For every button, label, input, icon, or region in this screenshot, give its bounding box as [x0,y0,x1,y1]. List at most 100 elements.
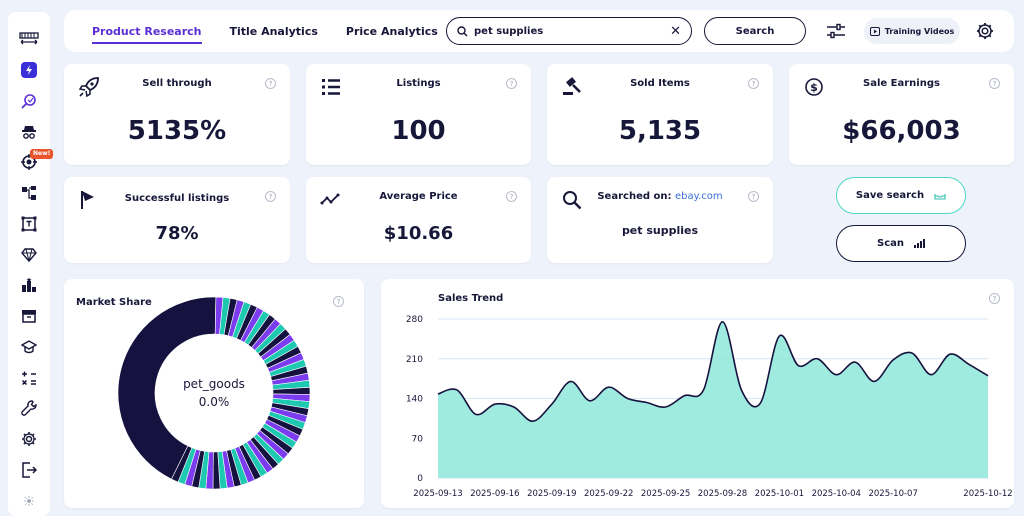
tab-price-analytics[interactable]: Price Analytics [345,24,438,38]
data-point[interactable] [830,369,842,381]
save-search-label: Save search [855,190,925,201]
competitor-spy-icon[interactable] [8,116,50,147]
archive-icon[interactable] [8,301,50,332]
search-input[interactable] [474,25,664,37]
data-point[interactable] [773,330,785,342]
leaderboard-icon[interactable] [8,270,50,301]
diamond-icon[interactable] [8,239,50,270]
logout-icon[interactable] [8,455,50,486]
title-builder-icon[interactable] [8,209,50,240]
searched-on-site-link[interactable]: ebay.com [674,191,723,202]
data-point[interactable] [641,396,653,408]
data-point[interactable] [754,397,766,409]
info-icon[interactable]: ? [506,191,517,202]
x-tick-label: 2025-10-04 [812,489,861,499]
play-video-icon [869,26,880,36]
data-point[interactable] [906,347,918,359]
data-point[interactable] [451,384,463,396]
save-search-button[interactable]: Save search [836,177,966,214]
data-point[interactable] [508,401,520,413]
target-icon[interactable]: New! [8,147,54,178]
info-icon[interactable]: ? [333,296,344,307]
donut-slice[interactable] [171,445,193,483]
data-point[interactable] [849,356,861,368]
info-icon[interactable]: ? [748,191,759,202]
info-icon[interactable]: ? [506,78,517,89]
data-point[interactable] [868,375,880,387]
search-button[interactable]: Search [704,17,806,45]
data-point[interactable] [963,358,975,370]
data-point[interactable] [811,353,823,365]
academy-cap-icon[interactable] [8,332,50,363]
settings-icon[interactable] [976,22,994,40]
category-tree-icon[interactable] [8,178,50,209]
y-tick-label: 70 [412,434,424,444]
gavel-icon [563,77,581,95]
data-point[interactable] [660,401,672,413]
data-point[interactable] [944,348,956,360]
listings-value: 100 [391,116,446,146]
donut-center-name: pet_goods [183,377,245,391]
x-tick-label: 2025-10-07 [868,489,917,499]
searched-on-query: pet supplies [621,224,699,237]
calculator-icon[interactable] [8,362,50,393]
x-tick-label: 2025-10-01 [755,489,804,499]
filter-sliders-icon[interactable] [826,23,846,39]
successful-listings-value: 78% [155,223,199,244]
data-point[interactable] [603,381,615,393]
magnifier-icon [563,191,582,210]
average-price-value: $10.66 [383,223,454,244]
tab-title-analytics[interactable]: Title Analytics [229,24,318,38]
donut-slice-major[interactable] [117,296,217,480]
searched-on-label: Searched on: [597,191,672,202]
average-price-card: Average Price ? $10.66 [306,177,531,263]
settings-gear-icon[interactable] [8,424,50,455]
data-point[interactable] [887,354,899,366]
training-videos-button[interactable]: Training Videos [864,18,960,44]
sold-items-value: 5,135 [618,116,702,146]
trend-line-icon [320,193,340,205]
theme-sun-icon[interactable] [8,485,50,516]
data-point[interactable] [982,370,994,382]
data-point[interactable] [622,393,634,405]
info-icon[interactable]: ? [748,78,759,89]
data-point[interactable] [432,388,444,400]
tab-product-research[interactable]: Product Research [78,10,216,52]
collapse-sidebar-icon[interactable] [8,24,50,55]
inbox-download-icon [934,194,946,200]
clear-search-icon[interactable]: ✕ [670,23,681,39]
data-point[interactable] [470,408,482,420]
data-point[interactable] [527,415,539,427]
signal-bars-icon [914,239,925,248]
bolt-icon[interactable] [8,55,50,86]
list-icon [322,79,340,95]
data-point[interactable] [735,384,747,396]
data-point[interactable] [792,360,804,372]
info-icon[interactable]: ? [265,78,276,89]
product-research-icon[interactable] [8,86,50,117]
x-tick-label: 2025-09-16 [470,489,519,499]
data-point[interactable] [546,398,558,410]
scan-button[interactable]: Scan [836,225,966,262]
x-tick-label: 2025-10-12 [963,489,1012,499]
data-point[interactable] [489,398,501,410]
info-icon[interactable]: ? [265,191,276,202]
data-point[interactable] [565,375,577,387]
average-price-title: Average Price [379,191,458,202]
training-videos-label: Training Videos [884,26,955,36]
data-point[interactable] [716,316,728,328]
search-icon [457,25,468,37]
data-point[interactable] [925,369,937,381]
data-point[interactable] [679,390,691,402]
successful-listings-title: Successful listings [124,193,230,204]
info-icon[interactable]: ? [989,293,1000,304]
listings-card: Listings ? 100 [306,64,531,165]
data-point[interactable] [584,395,596,407]
sales-trend-panel: Sales Trend ? 0 70 140 210 280 2025-09-13 2025… [381,279,1014,508]
data-point[interactable] [698,384,710,396]
y-tick-label: 140 [406,395,423,405]
sell-through-value: 5135% [127,116,227,146]
info-icon[interactable]: ? [989,78,1000,89]
tools-wrench-icon[interactable] [8,393,50,424]
x-tick-label: 2025-09-13 [413,489,462,499]
